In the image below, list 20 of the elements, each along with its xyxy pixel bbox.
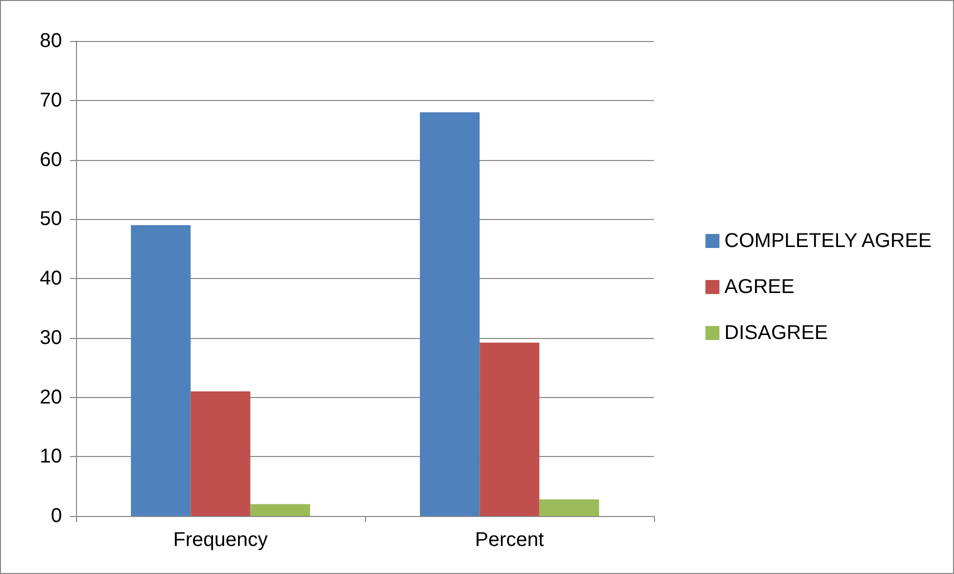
y-tick-label: 70 xyxy=(40,89,62,112)
x-tick-label: Frequency xyxy=(173,529,268,551)
bar xyxy=(250,504,310,516)
bar xyxy=(539,499,600,516)
y-tick-label: 50 xyxy=(40,208,62,230)
y-tick-label: 40 xyxy=(40,268,62,290)
legend-label: COMPLETELY AGREE xyxy=(724,230,932,252)
y-tick-label: 0 xyxy=(50,505,62,527)
bar xyxy=(190,391,250,516)
bar xyxy=(420,112,480,516)
y-tick-label: 30 xyxy=(40,326,62,349)
y-tick-label: 60 xyxy=(40,148,62,171)
bar xyxy=(480,342,540,516)
y-tick-label: 20 xyxy=(40,386,62,408)
x-tick-label: Percent xyxy=(475,529,544,551)
legend-label: AGREE xyxy=(724,276,794,298)
bar xyxy=(130,225,191,516)
y-tick-label: 10 xyxy=(40,446,62,468)
legend-label: DISAGREE xyxy=(724,322,828,344)
y-tick-label: 80 xyxy=(40,30,62,52)
